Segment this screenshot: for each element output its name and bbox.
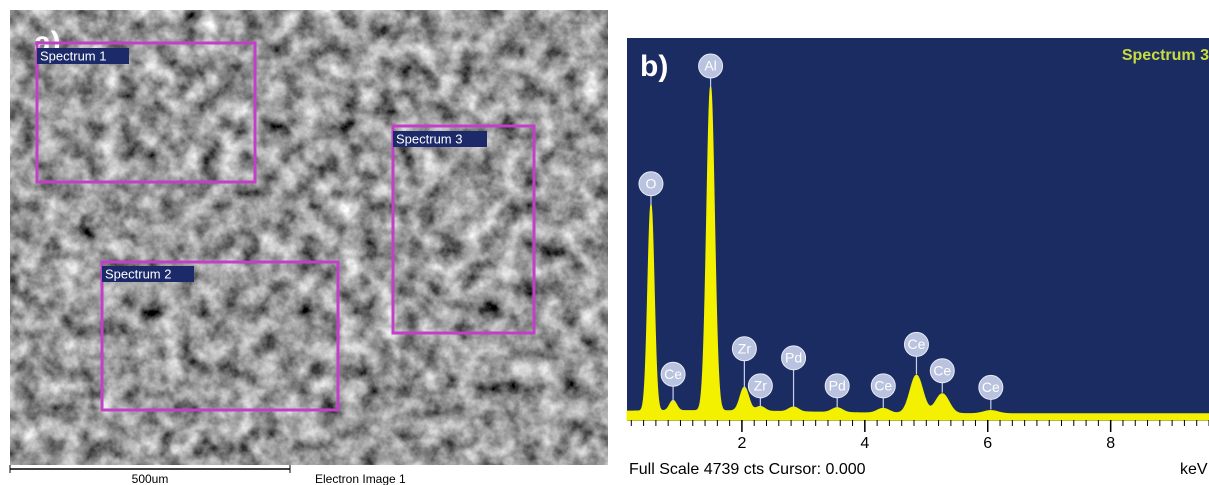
- peak-label: Zr: [738, 340, 752, 356]
- x-tick-label: 6: [983, 435, 992, 452]
- peak-label: Pd: [785, 350, 802, 366]
- x-tick-label: 2: [737, 435, 746, 452]
- peak-label: O: [646, 175, 657, 191]
- peak-label: Ce: [908, 336, 926, 352]
- region-label: Spectrum 3: [396, 131, 462, 146]
- region-label: Spectrum 2: [105, 266, 171, 281]
- scale-bar-label: 500um: [132, 472, 169, 485]
- spectrum-name: Spectrum 3: [1122, 47, 1209, 64]
- axis-area: [627, 420, 1209, 462]
- sem-image: [10, 10, 608, 465]
- peak-label: Ce: [933, 362, 951, 378]
- peak-label: Ce: [874, 378, 892, 394]
- peak-label: Zr: [754, 378, 768, 394]
- panel-label: b): [640, 50, 668, 83]
- panel-a: a) Spectrum 1 Spectrum 2 Spectrum 3 500u…: [10, 10, 608, 485]
- peak-label: Ce: [664, 366, 682, 382]
- image-caption: Electron Image 1: [315, 472, 406, 485]
- x-unit: keV: [1180, 461, 1208, 478]
- x-tick-label: 4: [860, 435, 869, 452]
- region-label: Spectrum 1: [40, 48, 106, 63]
- figure: a) Spectrum 1 Spectrum 2 Spectrum 3 500u…: [0, 0, 1209, 485]
- peak-label: Al: [704, 58, 716, 74]
- panel-b: b) Spectrum 3 Full Scale 4739 cts Cursor…: [627, 38, 1209, 478]
- peak-label: Pd: [829, 378, 846, 394]
- x-tick-label: 8: [1106, 435, 1115, 452]
- footer: Full Scale 4739 cts Cursor: 0.000: [629, 461, 866, 478]
- peak-label: Ce: [982, 379, 1000, 395]
